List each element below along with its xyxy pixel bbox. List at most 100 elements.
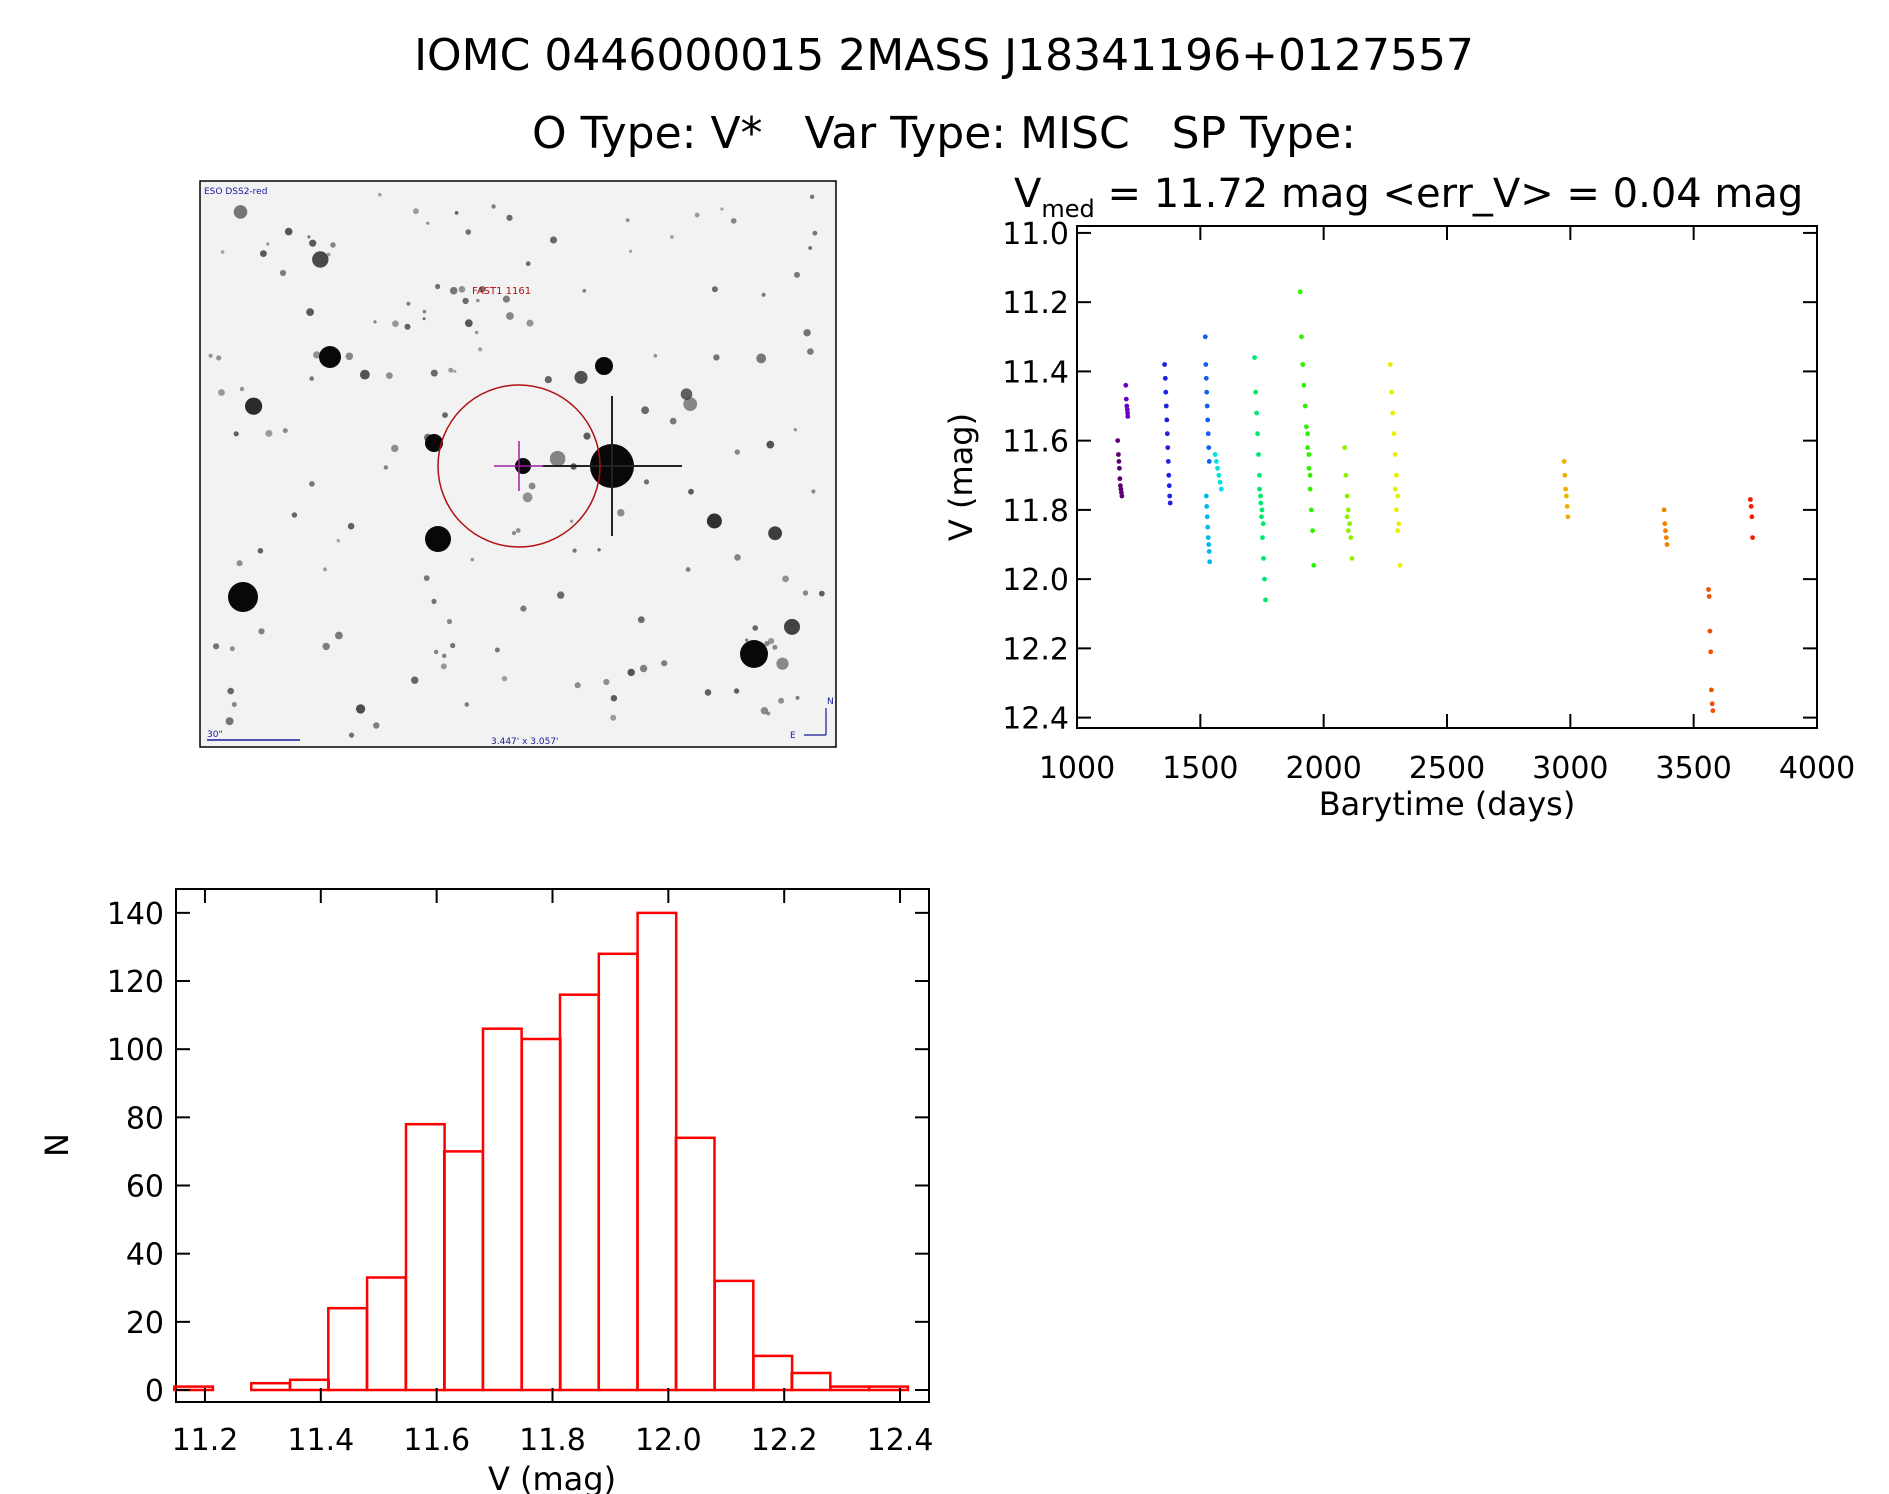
lc-point xyxy=(1119,493,1125,499)
lc-point xyxy=(1203,362,1209,367)
hist-y-axis-label: N xyxy=(38,1133,76,1157)
fov-label: 3.447' x 3.057' xyxy=(491,737,559,747)
field-star xyxy=(258,628,265,635)
field-star xyxy=(776,657,789,670)
lc-point xyxy=(1392,486,1398,492)
lc-point xyxy=(1125,410,1130,416)
field-star xyxy=(323,567,327,572)
lc-point xyxy=(1214,459,1219,464)
lc-point xyxy=(1166,472,1172,478)
lc-point xyxy=(1116,452,1121,457)
field-star xyxy=(808,246,813,250)
field-star xyxy=(610,714,617,721)
lc-point xyxy=(1389,389,1394,395)
lc-point xyxy=(1706,594,1712,599)
field-star xyxy=(355,704,366,714)
hist-axes: 11.2 11.4 11.6 11.8 12.0 12.2 12.4 0 20 40 60 80 100… xyxy=(107,889,933,1458)
lc-point xyxy=(1215,465,1220,471)
field-star xyxy=(454,211,459,215)
lc-point xyxy=(1706,587,1711,592)
field-star xyxy=(713,354,720,361)
field-star xyxy=(464,702,470,707)
field-star xyxy=(449,286,458,295)
field-star xyxy=(501,675,508,682)
hist-y-tick-label: 120 xyxy=(107,965,164,1000)
lc-point xyxy=(1562,472,1568,478)
bright-star xyxy=(425,526,451,552)
field-star xyxy=(520,605,527,612)
field-star xyxy=(279,269,287,277)
lc-point xyxy=(1253,389,1258,395)
lc-point xyxy=(1391,431,1397,437)
lc-point xyxy=(1299,334,1304,340)
lc-point xyxy=(1302,403,1308,409)
lc-point xyxy=(1202,334,1208,340)
field-star xyxy=(522,492,533,503)
field-star xyxy=(265,429,273,437)
field-star xyxy=(309,239,317,247)
hist-bar xyxy=(327,1306,369,1392)
field-star xyxy=(756,353,767,364)
lc-point xyxy=(1206,542,1212,547)
field-star xyxy=(225,717,234,726)
lc-point xyxy=(1262,576,1267,582)
field-star xyxy=(549,450,566,467)
field-star xyxy=(282,428,288,434)
hist-y-tick-label: 0 xyxy=(145,1374,164,1409)
field-star xyxy=(266,242,270,246)
lc-point xyxy=(1661,507,1667,513)
field-star xyxy=(470,557,475,562)
lc-point xyxy=(1254,410,1259,416)
lc-point xyxy=(1206,445,1212,450)
field-star xyxy=(233,205,248,219)
hist-bar xyxy=(250,1381,292,1392)
lc-point xyxy=(1394,507,1399,513)
lc-point xyxy=(1301,382,1307,388)
field-star xyxy=(549,236,558,244)
field-star xyxy=(313,351,321,359)
field-star xyxy=(218,389,225,396)
hist-bar xyxy=(868,1385,910,1392)
field-star xyxy=(335,631,343,640)
lc-point xyxy=(1204,389,1210,395)
lc-point xyxy=(1347,521,1352,527)
field-star xyxy=(641,406,649,415)
field-star xyxy=(557,591,565,599)
field-star xyxy=(807,348,814,355)
lc-point xyxy=(1217,479,1223,485)
lc-point xyxy=(1203,375,1209,381)
field-star xyxy=(502,295,510,303)
field-star xyxy=(506,214,513,221)
hist-y-tick-label: 20 xyxy=(126,1306,164,1341)
lc-point xyxy=(1118,486,1124,492)
field-star xyxy=(704,689,712,696)
field-star xyxy=(233,431,239,437)
lc-point xyxy=(1396,521,1402,527)
field-star xyxy=(569,519,574,523)
histogram-chart: 11.2 11.4 11.6 11.8 12.0 12.2 12.4 0 20 40 60 80 100… xyxy=(38,888,933,1494)
hist-bar xyxy=(404,1122,446,1392)
field-star xyxy=(413,208,419,215)
hist-x-tick-label: 11.8 xyxy=(519,1423,586,1458)
field-star xyxy=(386,372,393,379)
field-star xyxy=(494,647,500,653)
lc-point xyxy=(1748,497,1753,502)
lc-point xyxy=(1255,431,1260,437)
field-star xyxy=(680,388,693,401)
lc-point xyxy=(1306,465,1312,471)
field-star xyxy=(782,575,789,583)
lc-point xyxy=(1205,417,1211,423)
target-circle xyxy=(437,384,601,548)
lc-y-tick-label: 11.4 xyxy=(1002,355,1069,390)
bright-star xyxy=(228,582,258,612)
lc-point xyxy=(1207,559,1213,565)
field-star xyxy=(392,320,399,328)
field-star xyxy=(637,616,645,624)
lc-x-tick-label: 2500 xyxy=(1409,751,1485,786)
survey-label: ESO DSS2-red xyxy=(204,187,267,197)
field-star xyxy=(809,194,815,199)
field-star xyxy=(733,688,740,694)
hist-x-axis-label: V (mag) xyxy=(488,1460,616,1494)
field-star xyxy=(309,376,315,381)
lc-point xyxy=(1565,514,1571,520)
